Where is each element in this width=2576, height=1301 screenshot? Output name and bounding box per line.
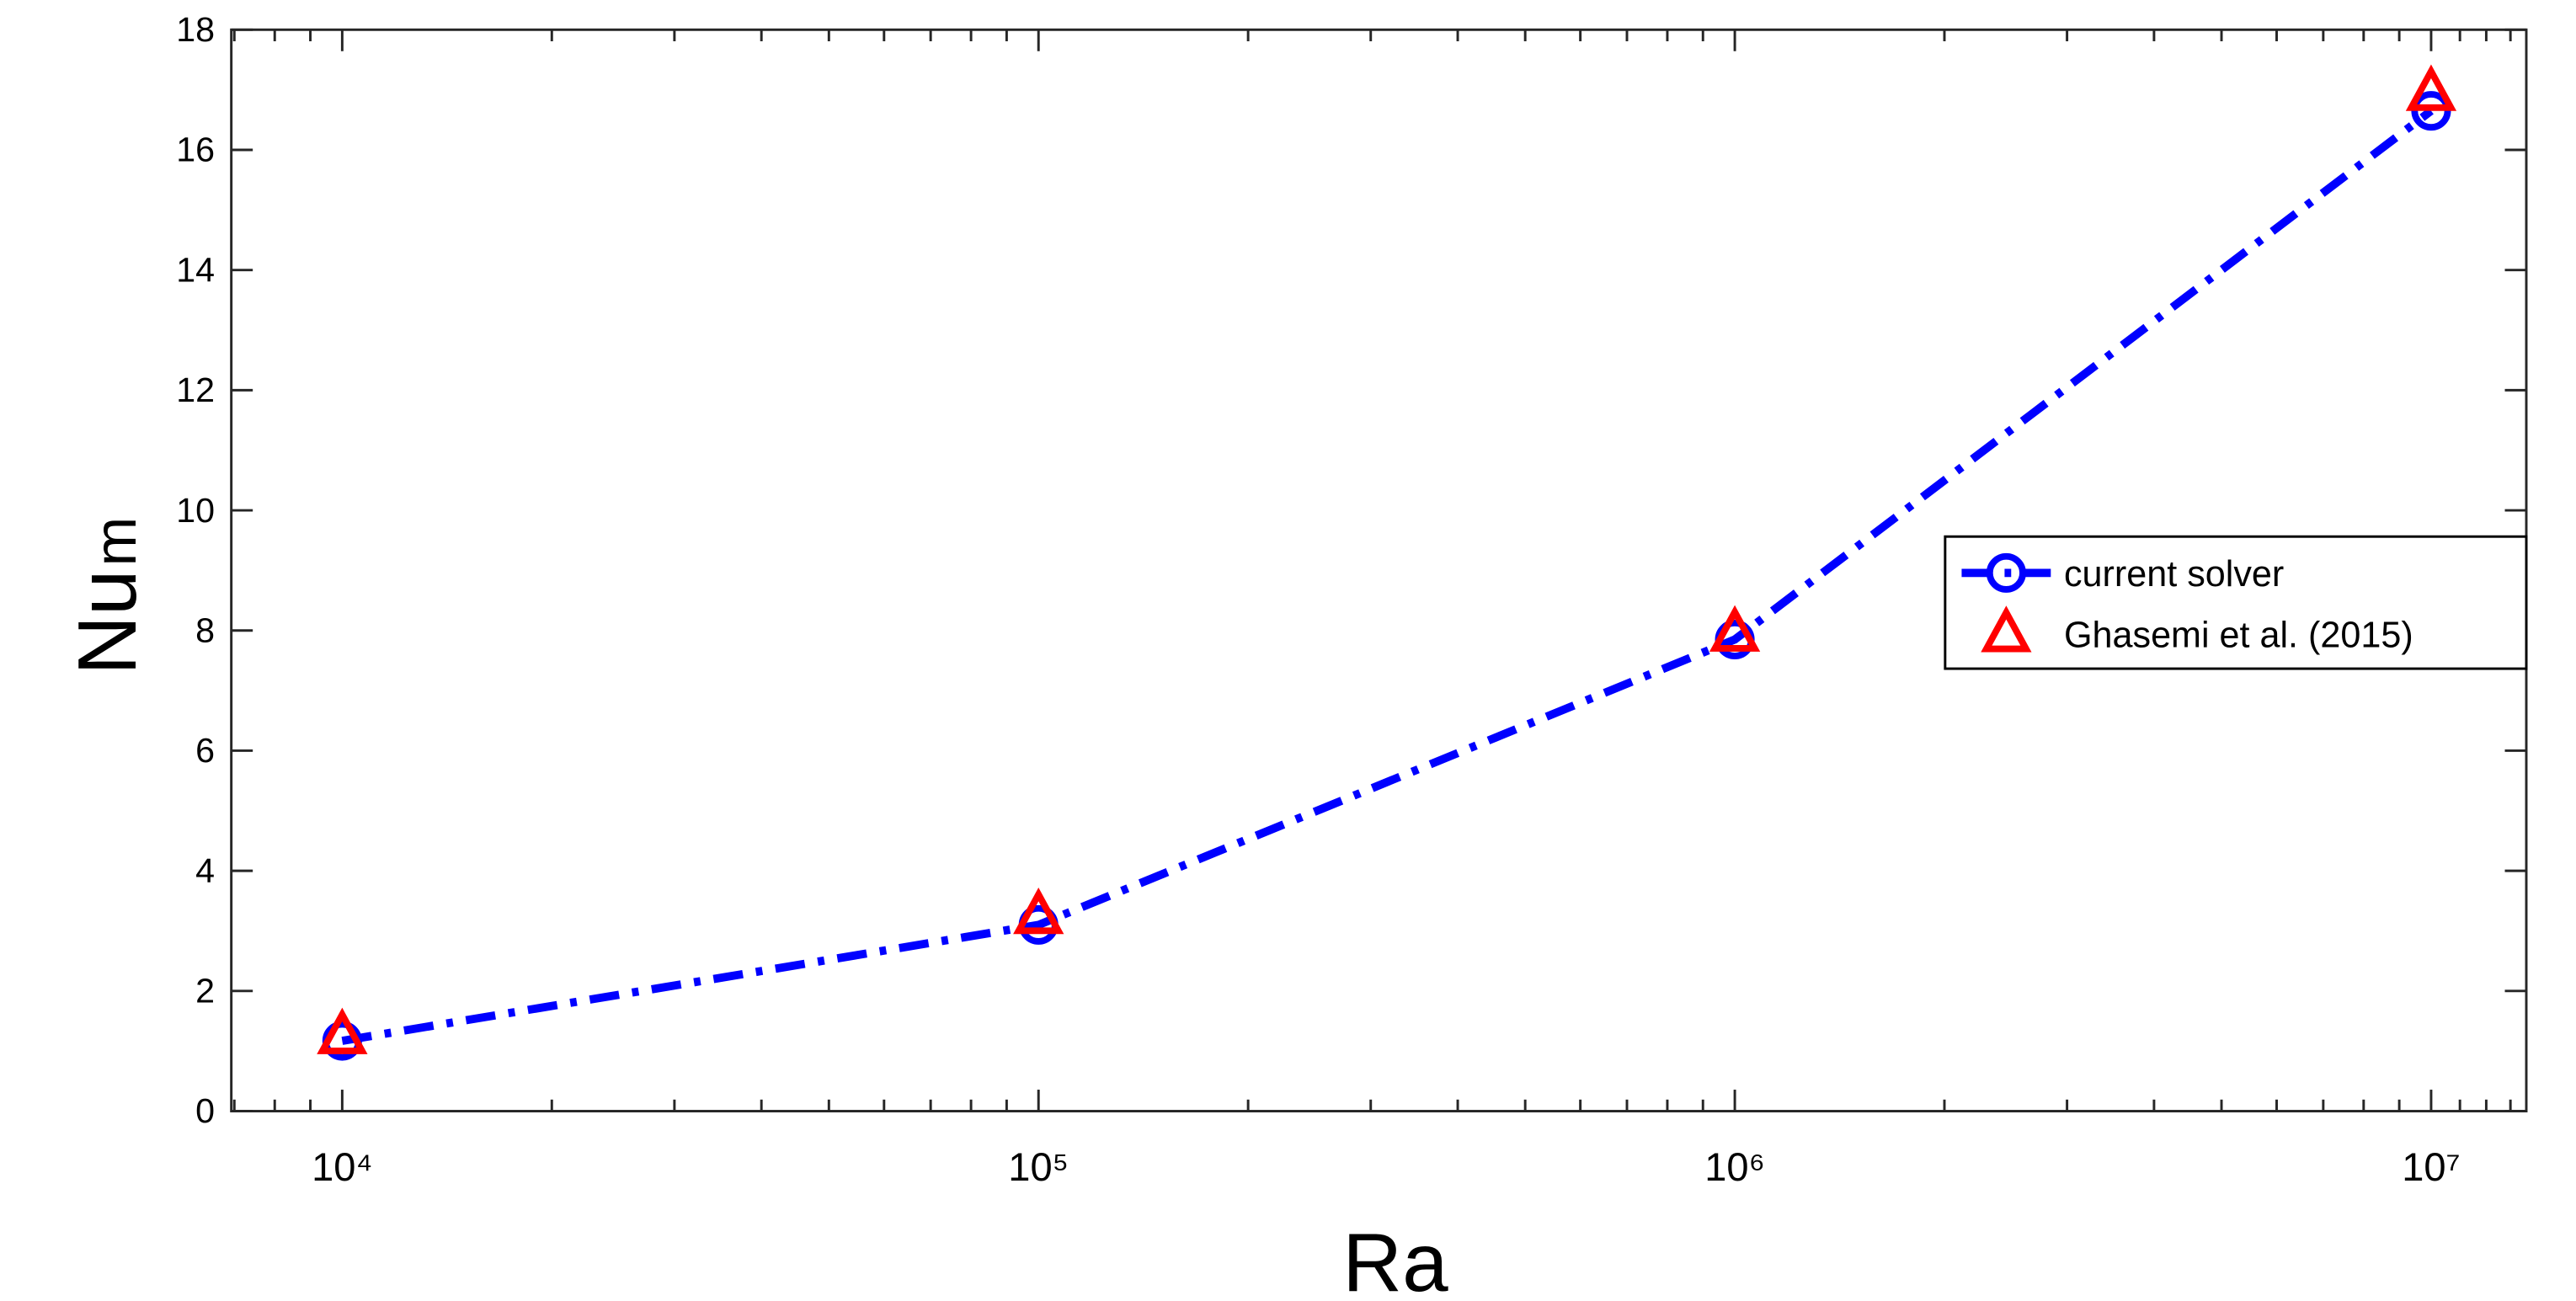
y-tick-label: 14	[176, 250, 215, 289]
legend-label: Ghasemi et al. (2015)	[2064, 616, 2413, 656]
y-tick-label: 6	[195, 731, 215, 770]
point	[2405, 64, 2457, 111]
point	[1013, 887, 1064, 935]
x-tick-label: 10⁴	[312, 1144, 373, 1189]
y-tick-label: 12	[176, 371, 215, 409]
point	[317, 1007, 368, 1054]
x-tick-label: 10⁷	[2402, 1144, 2460, 1189]
legend-box	[1944, 535, 2528, 670]
series-line	[341, 107, 2434, 1045]
point	[1709, 605, 1761, 652]
legend-label: current solver	[2064, 554, 2284, 595]
y-tick-label: 8	[195, 611, 215, 649]
y-tick-label: 4	[195, 851, 215, 890]
legend: current solver Ghasemi et al. (2015)	[1944, 535, 2528, 670]
y-tick-label: 2	[195, 972, 215, 1010]
y-tick-label: 16	[176, 131, 215, 169]
x-tick-label: 10⁵	[1008, 1144, 1069, 1189]
point	[1986, 552, 2026, 593]
y-axis-label-group: Nu m	[61, 517, 153, 675]
x-tick-label: 10⁶	[1704, 1144, 1765, 1189]
y-tick-label: 18	[176, 10, 215, 49]
y-axis-label: Nu	[61, 569, 153, 674]
y-axis-label-subscript: m	[82, 517, 148, 567]
y-tick-label: 0	[195, 1091, 215, 1130]
point	[1981, 605, 2032, 653]
x-axis-label: Ra	[1342, 1216, 1448, 1301]
y-tick-label: 10	[176, 491, 215, 530]
